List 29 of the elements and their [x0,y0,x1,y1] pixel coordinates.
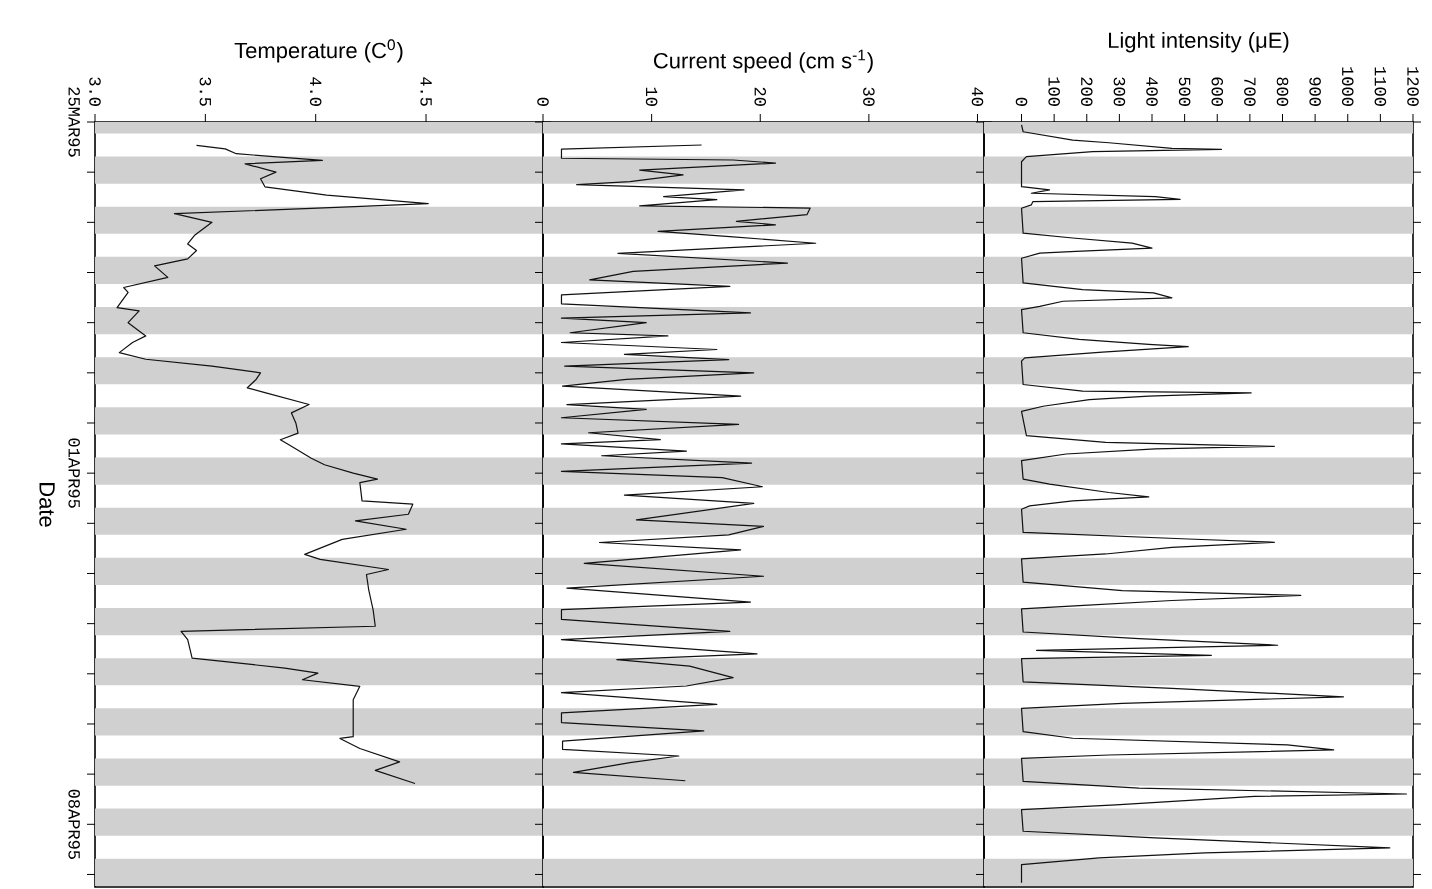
x-tick-label: 40 [971,87,984,106]
x-tick-label: 300 [1113,77,1126,106]
x-tick-label: 1100 [1374,67,1387,106]
x-axis-title: Current speed (cm s$^{-1}$) [653,49,873,73]
x-tick-label: 30 [863,87,875,106]
x-tick-label: 3.0 [89,77,101,106]
x-tick-label: 0 [537,97,549,106]
x-tick-label: 600 [1211,77,1224,106]
x-tick-label: 3.5 [199,77,212,106]
y-tick-label: 08APR95 [68,789,80,859]
x-tick-label: 100 [1048,77,1060,106]
x-tick-label: 20 [754,87,767,106]
y-tick-label: 01APR95 [68,438,80,508]
x-tick-label: 4.5 [420,77,432,106]
x-tick-label: 800 [1276,77,1289,106]
x-tick-label: 1200 [1407,67,1419,106]
y-tick-label: 25MAR95 [68,87,80,157]
x-tick-label: 4.0 [309,77,322,106]
x-tick-label: 700 [1244,77,1256,106]
x-tick-label: 900 [1309,77,1321,106]
y-axis-title: Date [39,483,55,527]
x-tick-label: 400 [1146,77,1158,106]
x-tick-label: 1000 [1341,67,1354,106]
x-tick-label: 500 [1178,77,1191,106]
x-tick-label: 0 [1015,97,1028,106]
x-axis-title: Light intensity (μE) [1109,31,1289,53]
x-axis-title: Temperature (C$^{0}$) [234,39,403,63]
x-tick-label: 10 [645,87,658,106]
x-tick-label: 200 [1081,77,1093,106]
